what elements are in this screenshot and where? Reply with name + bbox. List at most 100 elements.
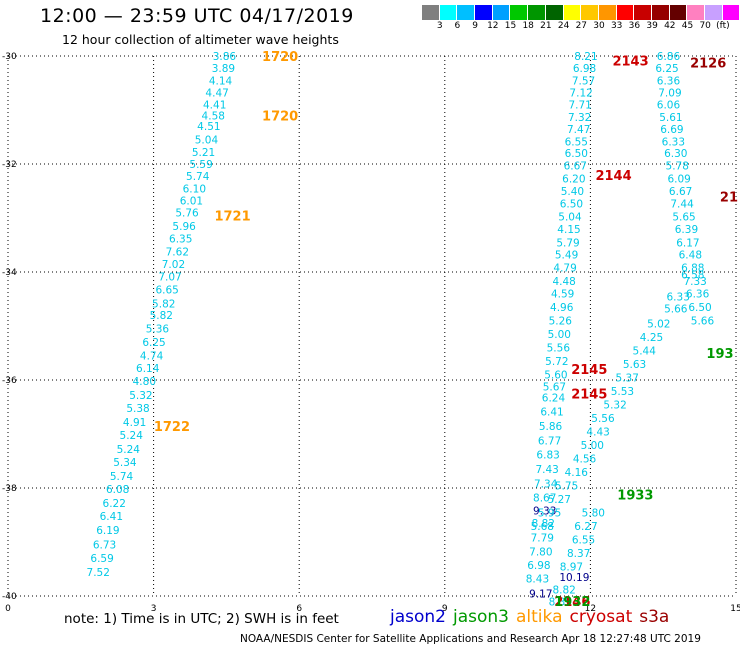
wave-height-value: 6.88	[681, 263, 704, 275]
legend-swatch	[634, 5, 652, 20]
wave-height-value: 4.80	[133, 376, 156, 388]
pass-time-label: 2144	[595, 169, 631, 184]
wave-height-value: 3.89	[212, 63, 235, 75]
wave-height-value: 6.33	[662, 136, 685, 148]
wave-height-value: 4.59	[551, 289, 574, 301]
page-subtitle: 12 hour collection of altimeter wave hei…	[62, 32, 339, 47]
legend-label: 12	[487, 21, 499, 31]
wave-height-value: 5.74	[186, 171, 210, 183]
legend-swatch	[528, 5, 546, 20]
satellite-altika: altika	[516, 607, 563, 627]
wave-height-value: 6.73	[93, 540, 116, 552]
wave-height-value: 6.08	[106, 484, 129, 496]
legend-swatch	[457, 5, 476, 20]
axis-layer: 0 3 6 9 12 15 -30 -32 -34 -36 -38 -40	[2, 52, 740, 614]
wave-height-value: 7.52	[87, 567, 110, 579]
wave-height-value: 4.48	[552, 276, 575, 288]
wave-height-value: 4.51	[197, 121, 220, 133]
wave-height-value: 5.00	[581, 440, 604, 452]
legend-label: 24	[557, 21, 570, 31]
wave-height-value: 6.41	[540, 406, 563, 418]
wave-height-value: 7.79	[531, 533, 554, 545]
wave-height-value: 5.24	[117, 444, 141, 456]
wave-height-value: 5.74	[110, 471, 134, 483]
wave-height-value: 7.71	[568, 100, 591, 112]
wave-height-value: 9.33	[533, 506, 556, 518]
wave-height-value: 5.59	[189, 159, 212, 171]
pass-time-label: 1720	[262, 109, 298, 124]
wave-height-value: 4.41	[203, 100, 226, 112]
wave-height-value: 6.50	[565, 148, 588, 160]
wave-height-value: 5.68	[531, 521, 554, 533]
wave-height-value: 5.67	[543, 381, 566, 393]
wave-height-value: 5.00	[548, 329, 571, 341]
legend-label: (ft)	[716, 21, 730, 31]
y-tick-label: -30	[2, 52, 17, 62]
wave-height-value: 6.50	[688, 302, 711, 314]
pass-time-label: 1722	[154, 420, 190, 435]
wave-height-value: 6.14	[136, 363, 160, 375]
legend-swatch	[563, 5, 582, 20]
x-tick-label: 12	[585, 604, 596, 614]
legend-label: 39	[646, 21, 658, 31]
wave-height-value: 7.12	[569, 88, 592, 100]
wave-height-value: 5.76	[175, 208, 199, 220]
wave-height-value: 7.57	[572, 75, 595, 87]
wave-height-value: 5.49	[555, 250, 578, 262]
wave-height-value: 6.55	[565, 136, 588, 148]
wave-height-value: 6.01	[180, 196, 203, 208]
wave-height-value: 5.95	[538, 507, 561, 519]
wave-height-value: 4.56	[573, 453, 597, 465]
wave-height-value: 6.09	[667, 174, 690, 186]
wave-height-value: 4.74	[140, 351, 164, 363]
wave-height-value: 5.66	[691, 316, 715, 328]
wave-height-value: 5.38	[126, 403, 149, 415]
wave-height-value: 5.32	[603, 399, 626, 411]
legend-swatch	[705, 5, 723, 20]
color-legend-labels: 3 6 9 12 15 18 21 24 27 30 33 36 39 42 45 70 (ft)	[422, 21, 740, 33]
grid-layer	[7, 55, 737, 597]
wave-height-value: 6.58	[681, 270, 704, 282]
wave-height-value: 7.44	[670, 198, 694, 210]
wave-height-value: 5.86	[539, 421, 563, 433]
satellite-s3a: s3a	[639, 607, 670, 627]
wave-height-value: 8.67	[533, 493, 556, 505]
track-cryosat: 8.216.987.577.127.717.327.476.556.506.67…	[526, 51, 598, 586]
wave-height-value: 7.47	[567, 124, 590, 136]
color-legend-bar	[422, 5, 740, 20]
wave-height-value: 5.78	[666, 161, 689, 173]
wave-height-value: 5.32	[129, 390, 152, 402]
wave-height-value: 8.82	[532, 518, 555, 530]
wave-height-value: 6.24	[542, 392, 566, 404]
wave-height-value: 6.67	[669, 186, 692, 198]
wave-height-value: 5.61	[659, 112, 682, 124]
wave-height-value: 5.02	[647, 318, 670, 330]
wave-height-value: 6.39	[675, 224, 698, 236]
legend-label: 3	[436, 21, 443, 31]
wave-height-value: 7.07	[158, 271, 181, 283]
legend-swatch	[687, 5, 705, 20]
legend-swatch	[475, 5, 493, 20]
wave-height-value: 5.04	[558, 211, 582, 223]
legend-label: 27	[575, 21, 588, 31]
wave-height-value: 6.50	[560, 198, 583, 210]
wave-height-value: 7.33	[683, 276, 706, 288]
pass-time-label: 2126	[690, 56, 726, 71]
wave-height-value: 4.43	[586, 426, 609, 438]
wave-height-value: 5.60	[544, 370, 567, 382]
pass-time-label: 2145	[571, 388, 607, 403]
wave-height-value: 4.96	[550, 302, 574, 314]
wave-height-value: 6.59	[90, 553, 113, 565]
wave-height-value: 5.44	[633, 345, 657, 357]
wave-height-value: 5.96	[172, 221, 196, 233]
wave-height-value: 6.06	[657, 100, 681, 112]
wave-height-value: 4.25	[640, 332, 663, 344]
wave-height-value: 4.79	[553, 263, 576, 275]
wave-height-value: 7.02	[162, 259, 185, 271]
legend-swatch	[669, 5, 688, 20]
wave-height-value: 5.26	[549, 316, 573, 328]
wave-height-value: 5.21	[192, 147, 215, 159]
track-s3a: 6.866.256.367.096.065.616.696.336.305.78…	[655, 51, 714, 328]
wave-height-value: 5.36	[146, 324, 170, 336]
pass-time-label: 21	[720, 190, 738, 205]
